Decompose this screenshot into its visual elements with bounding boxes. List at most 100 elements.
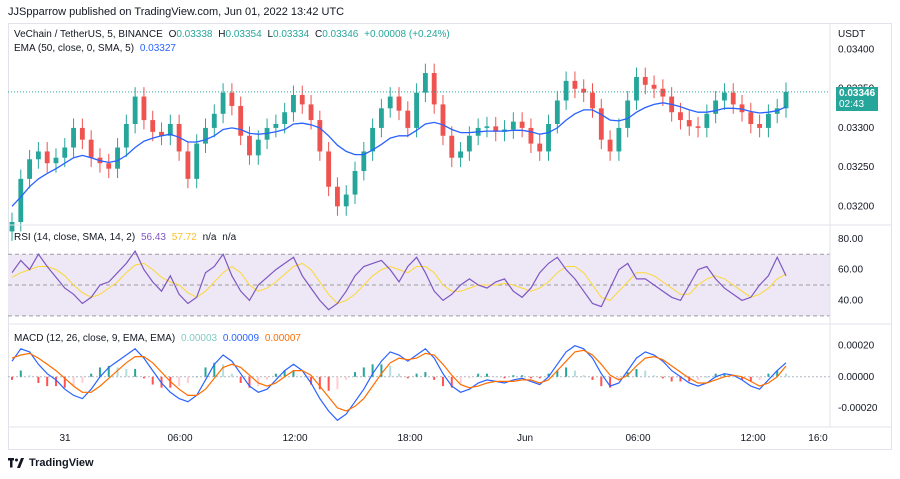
candle — [440, 104, 446, 136]
macd-hist-bar — [688, 376, 691, 382]
candle — [466, 135, 472, 152]
chart-frame — [8, 23, 892, 450]
time-tick-label: 12:00 — [282, 433, 307, 444]
candle — [229, 92, 235, 106]
rsi-band-fill — [8, 254, 830, 316]
candle — [9, 222, 15, 232]
signal-line — [11, 349, 787, 412]
macd-hist-bar — [398, 373, 400, 377]
macd-hist-bar — [28, 375, 31, 377]
candle — [695, 126, 701, 128]
candle — [370, 127, 376, 152]
symbol-label[interactable]: VeChain / TetherUS, 5, BINANCE — [14, 29, 163, 40]
macd-hist-bar — [785, 373, 787, 377]
last-price-value: 0.03346 — [839, 88, 876, 99]
macd-line — [11, 345, 787, 422]
macd-hist-bar — [283, 370, 286, 377]
price-pane — [8, 63, 830, 241]
macd-hist-bar — [424, 372, 427, 377]
time-tick-label: Jun — [517, 433, 533, 444]
tradingview-logo-icon — [8, 458, 24, 468]
macd-hist-bar — [653, 375, 656, 377]
candle — [335, 186, 340, 207]
candle — [352, 171, 358, 195]
candle — [194, 143, 200, 179]
macd-hist-bar — [617, 376, 620, 380]
macd-hist-bar — [336, 376, 339, 390]
candle — [642, 76, 648, 85]
macd-tick-label: 0.00020 — [838, 341, 875, 352]
candle — [282, 112, 288, 124]
candle — [634, 76, 639, 101]
candle — [361, 151, 367, 172]
macd-value: 0.00009 — [222, 333, 260, 344]
candle — [35, 151, 41, 160]
time-tick-label: 16:0 — [808, 433, 828, 444]
candle — [88, 139, 94, 158]
ema-line — [11, 102, 787, 207]
macd-hist-bar — [723, 373, 726, 377]
candle — [537, 143, 543, 152]
ema-value: 0.03327 — [139, 43, 176, 54]
candle — [581, 88, 587, 93]
macd-hist-bar — [591, 376, 594, 380]
candle — [449, 135, 455, 158]
macd-hist-bar — [81, 376, 84, 383]
macd-hist-bar — [714, 373, 717, 377]
macd-hist-bar — [204, 367, 207, 377]
macd-hist-bar — [503, 376, 506, 379]
macd-hist-bar — [644, 370, 647, 377]
candle — [18, 178, 24, 222]
macd-hist-bar — [732, 376, 735, 378]
macd-hist-bar — [11, 376, 13, 380]
candle — [396, 96, 402, 111]
rsi-label: RSI (14, close, SMA, 14, 2) — [14, 232, 136, 243]
candle — [405, 110, 411, 128]
candle — [493, 126, 499, 132]
rsi-tick-label: 80.00 — [838, 234, 863, 245]
macd-hist-bar — [318, 376, 321, 390]
macd-tick-label: 0.00000 — [838, 372, 875, 383]
macd-tick-label: -0.00020 — [838, 403, 878, 414]
low-value: 0.03334 — [273, 29, 310, 40]
macd-hist-bar — [661, 376, 664, 379]
close-label: C — [314, 29, 323, 40]
rsi-tick-label: 60.00 — [838, 265, 863, 276]
macd-hist-value: 0.00003 — [180, 333, 218, 344]
candle — [607, 139, 613, 152]
time-tick-label: 31 — [59, 433, 71, 444]
ema-legend[interactable]: EMA (50, close, 0, SMA, 5) 0.03327 — [14, 43, 179, 54]
candle — [79, 127, 85, 140]
macd-hist-bar — [239, 376, 242, 383]
candle — [387, 96, 393, 109]
macd-hist-bar — [248, 376, 251, 388]
rsi-legend[interactable]: RSI (14, close, SMA, 14, 2) 56.43 57.72 … — [14, 232, 239, 243]
time-tick-label: 18:00 — [397, 433, 422, 444]
macd-hist-bar — [758, 376, 761, 380]
candle — [299, 94, 305, 105]
macd-hist-bar — [178, 376, 181, 387]
brand-label[interactable]: TradingView — [29, 457, 94, 469]
macd-hist-bar — [415, 373, 418, 377]
macd-hist-bar — [19, 370, 22, 377]
macd-hist-bar — [72, 376, 75, 387]
macd-hist-bar — [301, 376, 304, 378]
candle — [167, 124, 173, 136]
candle — [660, 88, 666, 97]
macd-hist-bar — [125, 369, 128, 377]
candle — [765, 113, 771, 128]
price-tick-label: 0.03400 — [838, 45, 875, 56]
candle — [150, 120, 156, 132]
macd-hist-bar — [547, 373, 550, 377]
rsi-na-2: n/a — [222, 232, 237, 243]
macd-legend[interactable]: MACD (12, 26, close, 9, EMA, EMA) 0.0000… — [14, 333, 304, 344]
change-value: +0.00008 (+0.24%) — [364, 29, 450, 40]
candle — [686, 120, 692, 127]
macd-hist-bar — [565, 367, 568, 377]
macd-hist-bar — [477, 373, 480, 377]
macd-hist-bar — [582, 375, 585, 377]
macd-hist-bar — [556, 370, 559, 377]
low-label: L — [267, 29, 274, 40]
candle — [572, 80, 578, 89]
